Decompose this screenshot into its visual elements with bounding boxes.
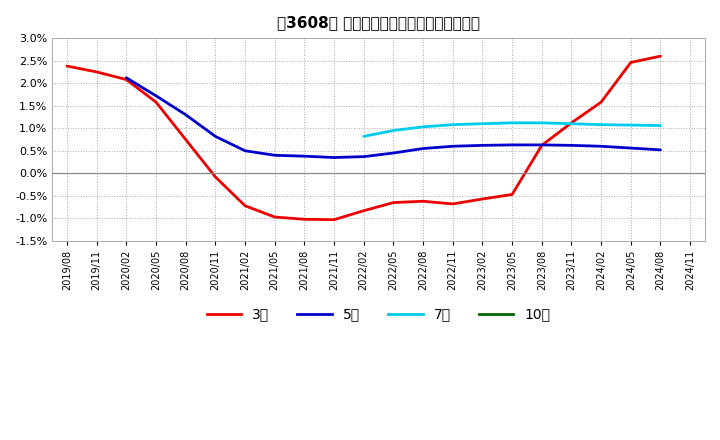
Title: ［3608］ 経常利益マージンの平均値の推移: ［3608］ 経常利益マージンの平均値の推移 — [277, 15, 480, 30]
Legend: 3年, 5年, 7年, 10年: 3年, 5年, 7年, 10年 — [201, 302, 556, 327]
